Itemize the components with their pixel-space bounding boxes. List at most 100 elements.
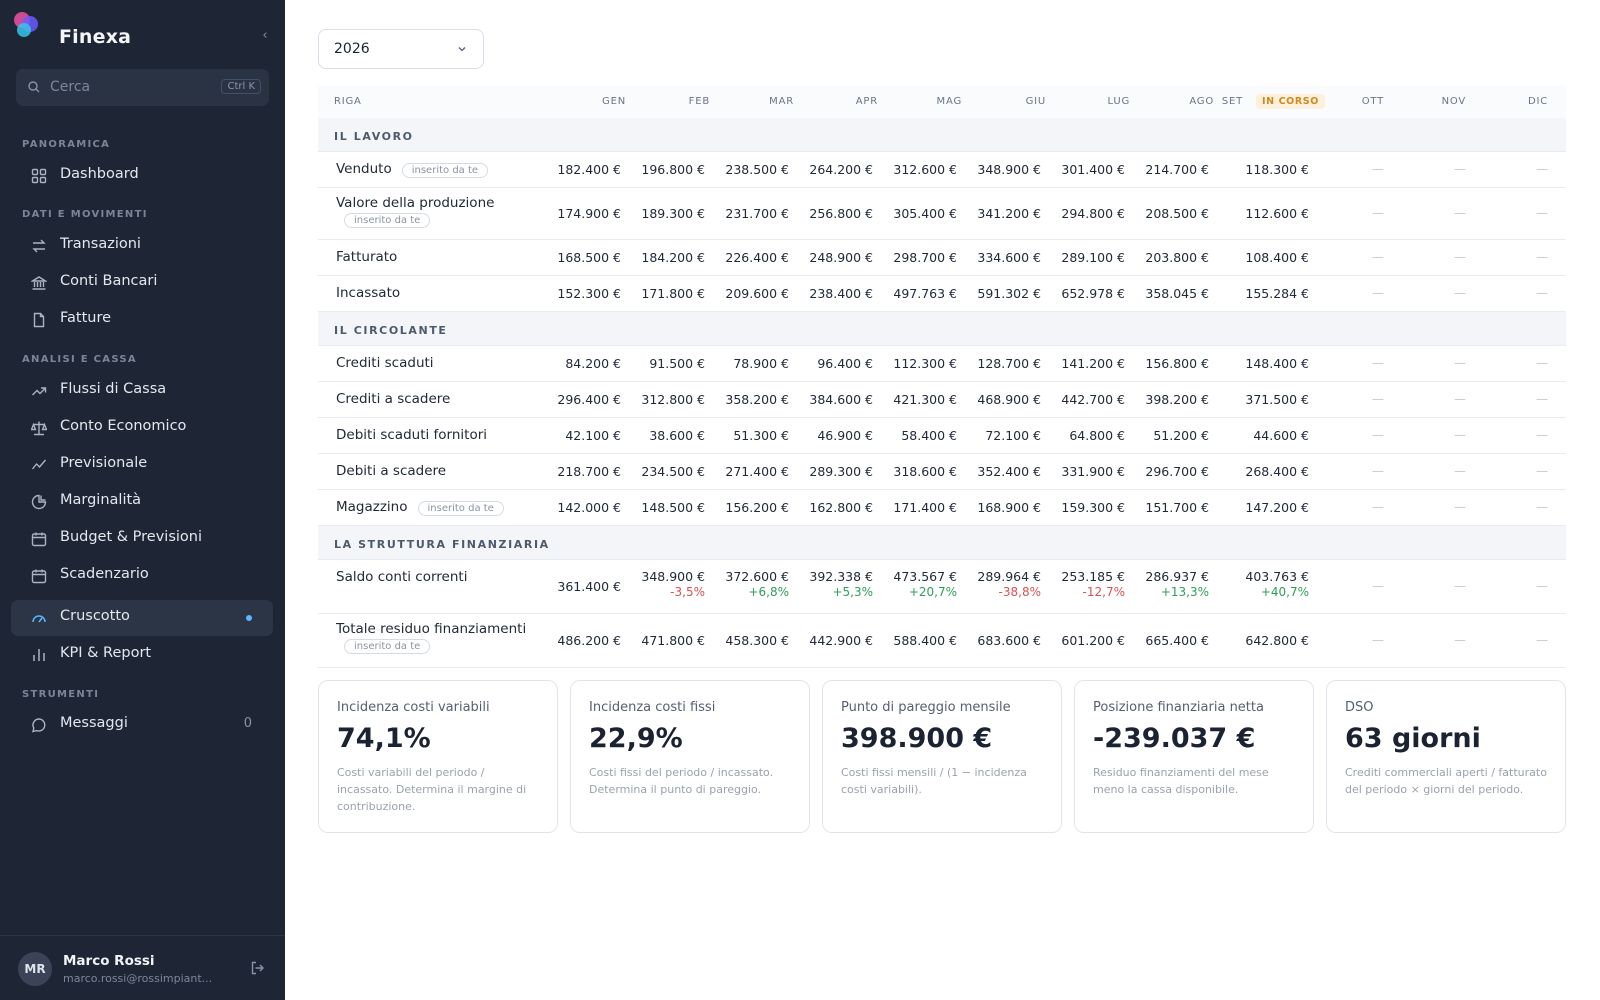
cell-amount: 148.400 € bbox=[1245, 356, 1309, 371]
cell-amount: 234.500 € bbox=[641, 464, 705, 479]
sidebar-item-label: KPI & Report bbox=[60, 645, 152, 661]
cell-value: 171.400 € bbox=[867, 500, 957, 515]
sidebar-item-fatture[interactable]: Fatture bbox=[11, 302, 273, 338]
search-box[interactable]: Cerca Ctrl K bbox=[16, 69, 269, 106]
sidebar-item-kpi-report[interactable]: KPI & Report bbox=[11, 637, 273, 673]
section-row: IL CIRCOLANTE bbox=[318, 312, 1566, 346]
cell-delta: -12,7% bbox=[1082, 585, 1125, 599]
table-row[interactable]: Magazzino inserito da te 142.000 € 148.500 … bbox=[318, 490, 1566, 526]
cell-amount: 601.200 € bbox=[1061, 633, 1125, 648]
cell-value: 652.978 € bbox=[1035, 286, 1125, 301]
cell-amount: 148.500 € bbox=[641, 500, 705, 515]
sidebar-item-conti-bancari[interactable]: Conti Bancari bbox=[11, 265, 273, 301]
grid-icon bbox=[31, 168, 47, 184]
cell-value: 358.045 € bbox=[1119, 286, 1209, 301]
cell-value: 268.400 € bbox=[1219, 464, 1309, 479]
kpi-card-costi-variabili[interactable]: Incidenza costi variabili 74,1% Costi vari… bbox=[318, 680, 558, 833]
cell-value: 58.400 € bbox=[867, 428, 957, 443]
cell-amount: 112.300 € bbox=[893, 356, 957, 371]
table-row[interactable]: Venduto inserito da te 182.400 € 196.800 € 2… bbox=[318, 152, 1566, 188]
table-row[interactable]: Saldo conti correnti 361.400 €348.900 € -3… bbox=[318, 560, 1566, 614]
sidebar-item-messaggi[interactable]: Messaggi 0 bbox=[11, 707, 273, 743]
logout-icon[interactable] bbox=[250, 960, 266, 976]
cell-value: 486.200 € bbox=[531, 633, 621, 648]
cell-value: 171.800 € bbox=[615, 286, 705, 301]
table-row[interactable]: Crediti scaduti 84.200 € 91.500 € 78.900 € 9… bbox=[318, 346, 1566, 382]
empty-cell-dash: — bbox=[1454, 356, 1466, 370]
cell-value: 473.567 € +20,7% bbox=[867, 569, 957, 599]
cell-amount: 203.800 € bbox=[1145, 250, 1209, 265]
sidebar-item-transazioni[interactable]: Transazioni bbox=[11, 228, 273, 264]
cell-amount: 371.500 € bbox=[1245, 392, 1309, 407]
cell-amount: 128.700 € bbox=[977, 356, 1041, 371]
kpi-description: Crediti commerciali aperti / fatturato d… bbox=[1345, 766, 1547, 796]
cell-value: 238.400 € bbox=[783, 286, 873, 301]
sidebar-item-flussi-cassa[interactable]: Flussi di Cassa bbox=[11, 373, 273, 409]
cell-amount: 341.200 € bbox=[977, 206, 1041, 221]
kpi-card-posizione-finanziaria[interactable]: Posizione finanziaria netta -239.037 € Res… bbox=[1074, 680, 1314, 833]
calendar-icon bbox=[31, 569, 47, 584]
cell-amount: 471.800 € bbox=[641, 633, 705, 648]
chevron-down-icon bbox=[458, 47, 466, 52]
user-entered-tag: inserito da te bbox=[344, 639, 431, 654]
kpi-card-dso[interactable]: DSO 63 giorni Crediti commerciali aperti /… bbox=[1326, 680, 1566, 833]
column-header-gen: GEN bbox=[602, 96, 626, 107]
table-row[interactable]: Debiti a scadere 218.700 € 234.500 € 271.40… bbox=[318, 454, 1566, 490]
row-label: Fatturato bbox=[336, 249, 397, 265]
user-panel: MR Marco Rossi marco.rossi@rossimpiant..… bbox=[0, 935, 285, 1000]
sidebar-item-budget-previsioni[interactable]: Budget & Previsioni bbox=[11, 521, 273, 557]
cell-amount: 442.700 € bbox=[1061, 392, 1125, 407]
kpi-card-punto-pareggio[interactable]: Punto di pareggio mensile 398.900 € Costi … bbox=[822, 680, 1062, 833]
kpi-value: -239.037 € bbox=[1093, 723, 1256, 754]
cell-value: 78.900 € bbox=[699, 356, 789, 371]
sidebar-item-cruscotto[interactable]: Cruscotto bbox=[11, 600, 273, 636]
sidebar-item-previsionale[interactable]: Previsionale bbox=[11, 447, 273, 483]
cell-amount: 108.400 € bbox=[1245, 250, 1309, 265]
sidebar-item-scadenzario[interactable]: Scadenzario bbox=[11, 558, 273, 594]
table-row[interactable]: Valore della produzione inserito da te 174… bbox=[318, 188, 1566, 240]
sidebar-item-label: Transazioni bbox=[60, 236, 141, 252]
kpi-card-costi-fissi[interactable]: Incidenza costi fissi 22,9% Costi fissi de… bbox=[570, 680, 810, 833]
cell-value: 665.400 € bbox=[1119, 633, 1209, 648]
cell-value: 371.500 € bbox=[1219, 392, 1309, 407]
sidebar-item-marginalita[interactable]: Marginalità bbox=[11, 484, 273, 520]
avatar[interactable]: MR bbox=[18, 952, 52, 986]
cell-value: 152.300 € bbox=[531, 286, 621, 301]
cell-value: 72.100 € bbox=[951, 428, 1041, 443]
trend-up-icon bbox=[32, 387, 47, 396]
table-row[interactable]: Fatturato 168.500 € 184.200 € 226.400 € 248.… bbox=[318, 240, 1566, 276]
cell-value: 318.600 € bbox=[867, 464, 957, 479]
year-select[interactable]: 2026 bbox=[318, 29, 484, 69]
row-label-text: Crediti scaduti bbox=[336, 355, 434, 371]
table-row[interactable]: Incassato 152.300 € 171.800 € 209.600 € 238.… bbox=[318, 276, 1566, 312]
cell-amount: 159.300 € bbox=[1061, 500, 1125, 515]
cell-value: 403.763 € +40,7% bbox=[1219, 569, 1309, 599]
sidebar-item-conto-economico[interactable]: Conto Economico bbox=[11, 410, 273, 446]
cell-amount: 392.338 € bbox=[809, 569, 873, 584]
section-dati-movimenti: DATI E MOVIMENTI bbox=[22, 209, 148, 220]
table-row[interactable]: Debiti scaduti fornitori 42.100 € 38.600 €… bbox=[318, 418, 1566, 454]
column-header-riga: RIGA bbox=[334, 96, 362, 107]
cell-amount: 358.045 € bbox=[1145, 286, 1209, 301]
table-row[interactable]: Crediti a scadere 296.400 € 312.800 € 358.2… bbox=[318, 382, 1566, 418]
kpi-title: Incidenza costi fissi bbox=[589, 700, 716, 715]
sidebar-item-dashboard[interactable]: Dashboard bbox=[11, 158, 273, 194]
cell-amount: 174.900 € bbox=[557, 206, 621, 221]
cell-value: 588.400 € bbox=[867, 633, 957, 648]
row-label: Saldo conti correnti bbox=[336, 569, 467, 585]
cell-amount: 296.700 € bbox=[1145, 464, 1209, 479]
cell-amount: 78.900 € bbox=[733, 356, 789, 371]
row-label-text: Valore della produzione bbox=[336, 195, 495, 211]
cell-amount: 171.800 € bbox=[641, 286, 705, 301]
search-input[interactable]: Cerca bbox=[50, 79, 91, 95]
table-row[interactable]: Totale residuo finanziamenti inserito da … bbox=[318, 614, 1566, 668]
cell-amount: 51.200 € bbox=[1153, 428, 1209, 443]
cell-value: 142.000 € bbox=[531, 500, 621, 515]
cell-amount: 141.200 € bbox=[1061, 356, 1125, 371]
cell-value: 348.900 € -3,5% bbox=[615, 569, 705, 599]
cell-value: 468.900 € bbox=[951, 392, 1041, 407]
cell-amount: 591.302 € bbox=[977, 286, 1041, 301]
cell-value: 372.600 € +6,8% bbox=[699, 569, 789, 599]
collapse-sidebar-button[interactable]: ‹ bbox=[262, 28, 268, 43]
cell-value: 162.800 € bbox=[783, 500, 873, 515]
